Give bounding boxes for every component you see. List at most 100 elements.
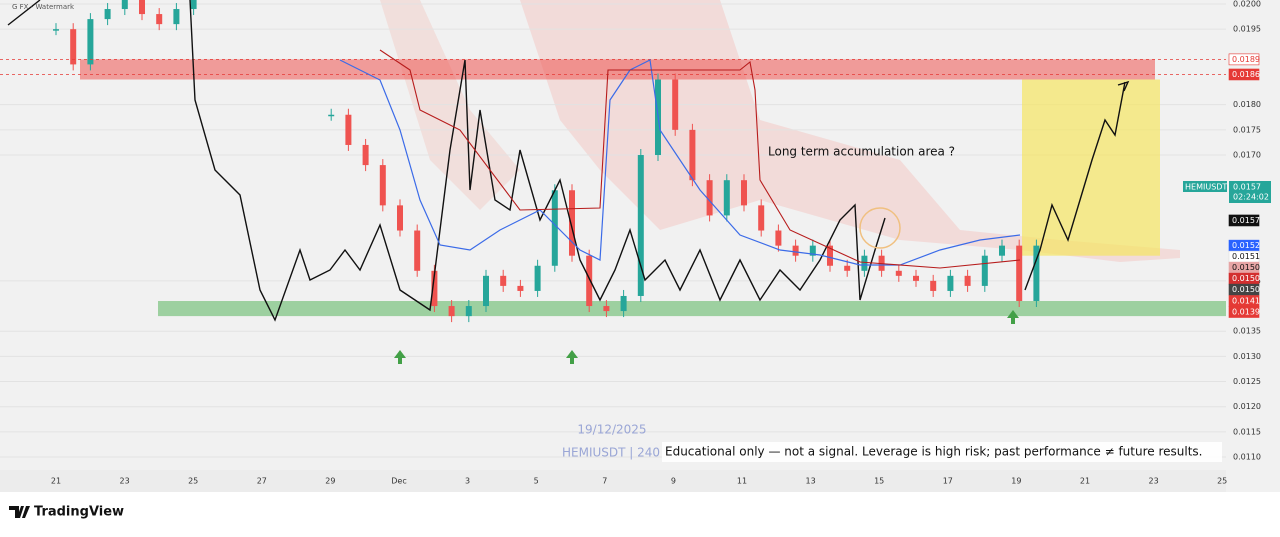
candle [465, 306, 472, 317]
price-tick-label: 0.0110 [1233, 453, 1261, 462]
candle [483, 275, 489, 307]
candle [913, 275, 919, 281]
candle [637, 155, 644, 296]
candle [569, 190, 575, 256]
candle [431, 270, 438, 307]
price-tick-label: 0.0170 [1233, 151, 1261, 160]
date-tick-label: 29 [325, 477, 335, 486]
candle [586, 255, 593, 307]
candle [104, 9, 111, 20]
price-tick-label: 0.0175 [1233, 125, 1261, 134]
arrow-head [1117, 80, 1130, 92]
price-badge [1228, 306, 1260, 318]
price-tick-label: 0.0195 [1233, 25, 1261, 34]
price-badge [1228, 68, 1260, 81]
price-badge-label: 0.0150 [1232, 274, 1260, 283]
symbol-watermark: HEMIUSDT | 240 [562, 446, 660, 460]
price-badge-label: 0.0141 [1232, 297, 1260, 306]
candle [741, 180, 747, 206]
candle [706, 180, 713, 216]
symbol-badge-bg [1183, 181, 1227, 192]
price-tick-label: 0.0200 [1233, 0, 1261, 9]
brand-name: TradingView [34, 505, 124, 520]
date-tick-label: 21 [1080, 477, 1090, 486]
target-zone [1022, 79, 1160, 256]
price-tick-label: 0.0135 [1233, 327, 1261, 336]
brand-logo [9, 506, 30, 518]
candle [999, 245, 1005, 256]
price-tick-label: 0.0120 [1233, 402, 1261, 411]
price-badge-label: 0.0157 [1232, 216, 1260, 225]
price-badge [1228, 214, 1260, 227]
candle [156, 14, 163, 25]
candle [895, 270, 902, 276]
price-badge-label: 0.0152 [1232, 241, 1260, 250]
price-tick-label: 0.0115 [1233, 427, 1261, 436]
price-badge-label: 0.0150 [1232, 285, 1260, 294]
watermark: G FX - Watermark [12, 3, 75, 11]
price-badge-label: 0.0189 [1232, 55, 1260, 64]
candle [930, 280, 937, 291]
brand: TradingView [9, 505, 124, 520]
price-badge [1228, 283, 1260, 296]
candle [947, 275, 954, 291]
symbol-price: 0.0157 [1233, 183, 1261, 192]
highlight-circle [859, 207, 901, 249]
overlay [7, 0, 1130, 364]
conversion-line [379, 49, 1021, 269]
candle [70, 29, 77, 65]
price-badge-label: 0.0150 [1232, 263, 1260, 272]
candle [1016, 245, 1023, 302]
candle [500, 275, 507, 286]
disclaimer-box [662, 442, 1222, 462]
candle [809, 245, 816, 256]
date-tick-label: 9 [671, 477, 676, 486]
candle [792, 245, 799, 256]
date-tick-label: 11 [737, 477, 747, 486]
date-tick-label: 3 [465, 477, 470, 486]
candle [551, 190, 558, 266]
candle [414, 230, 421, 271]
date-axis-background [0, 470, 1226, 492]
countdown: 02:24:02 [1233, 193, 1269, 202]
candle [139, 0, 145, 15]
date-tick-label: 19 [1011, 477, 1021, 486]
candle [844, 265, 851, 271]
candle [775, 230, 782, 246]
date-tick-label: 21 [51, 477, 61, 486]
symbol-price-bg [1229, 181, 1271, 203]
oscillator-line [7, 0, 1126, 322]
date-tick-label: 17 [943, 477, 953, 486]
candle [190, 0, 197, 10]
date-tick-label: 27 [257, 477, 267, 486]
date-tick-label: 15 [874, 477, 884, 486]
candle [517, 285, 524, 291]
candle [362, 144, 369, 166]
price-tick-label: 0.0130 [1233, 352, 1261, 361]
resistance-zone [80, 59, 1155, 80]
date-tick-label: Dec [391, 477, 406, 486]
candle [345, 114, 352, 145]
candle [603, 306, 610, 312]
date-tick-label: 25 [1217, 477, 1227, 486]
date-tick-label: 23 [120, 477, 130, 486]
candle [861, 255, 868, 271]
date-tick-label: 5 [534, 477, 539, 486]
candle [672, 79, 679, 130]
price-tick-label: 0.0125 [1233, 377, 1261, 386]
support-zone [158, 301, 1226, 317]
candle [964, 275, 971, 286]
candle [981, 255, 988, 286]
candle [1033, 245, 1040, 302]
candle [53, 29, 59, 31]
candle [448, 306, 455, 317]
candle [121, 0, 128, 10]
candle [758, 205, 765, 231]
candle [328, 114, 335, 117]
candle [827, 245, 833, 266]
price-tick-label: 0.0180 [1233, 100, 1261, 109]
date-tick-label: 23 [1149, 477, 1159, 486]
price-badge [1228, 53, 1260, 66]
price-badge-label: 0.0151 [1232, 252, 1260, 261]
candle [87, 19, 94, 65]
